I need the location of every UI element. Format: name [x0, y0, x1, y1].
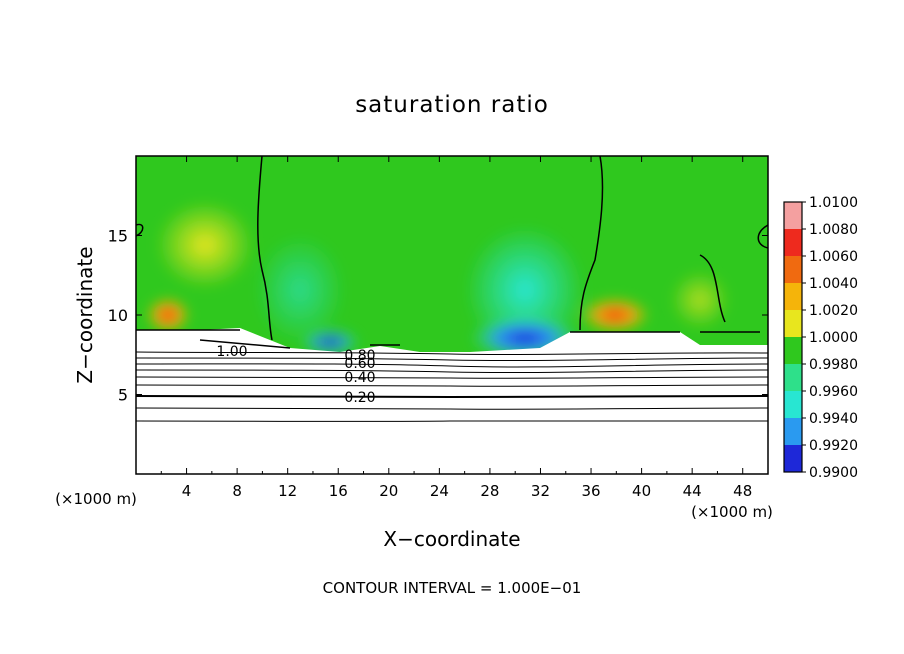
field-orange-patch [146, 297, 190, 333]
colorbar-label: 1.0080 [809, 222, 858, 238]
x-unit-label-right: (×1000 m) [691, 503, 773, 521]
colorbar-swatch [784, 418, 802, 445]
x-tick-label: 16 [329, 482, 348, 500]
colorbar-label: 0.9900 [809, 465, 858, 481]
colorbar-label: 0.9980 [809, 357, 858, 373]
field-lower-region [136, 328, 768, 474]
contour-line [136, 395, 768, 399]
colorbar-label: 0.9920 [809, 438, 858, 454]
contour-line [136, 363, 768, 368]
x-tick-label: 24 [430, 482, 449, 500]
plot-area [136, 156, 768, 474]
colorbar: 1.0100 1.0080 1.0060 1.0040 1.0020 1.0000 0.99… [783, 195, 858, 481]
colorbar-swatch [784, 229, 802, 256]
colorbar-label: 1.0060 [809, 249, 858, 265]
chart-title: saturation ratio [355, 92, 549, 118]
x-tick-label: 36 [581, 482, 600, 500]
field-cyan-patch [255, 235, 345, 345]
x-tick-label: 20 [379, 482, 398, 500]
y-tick-label: 10 [108, 306, 128, 325]
contour-label: 0.40 [344, 370, 375, 386]
colorbar-label: 1.0000 [809, 330, 858, 346]
contour-line [136, 420, 768, 422]
x-unit-label-left: (×1000 m) [55, 490, 137, 508]
colorbar-swatch [784, 283, 802, 310]
x-tick-label: 12 [278, 482, 297, 500]
colorbar-swatch [784, 445, 802, 472]
contour-line [136, 329, 760, 349]
contour-line [579, 156, 604, 331]
contour-line [136, 384, 768, 387]
contour-label: 1.00 [216, 344, 247, 360]
field-yellow-patch [670, 270, 730, 330]
x-tick-label: 40 [632, 482, 651, 500]
y-tick-label: 5 [118, 386, 128, 405]
colorbar-label: 0.9960 [809, 384, 858, 400]
colorbar-swatch [784, 310, 802, 337]
contour-label: 0.20 [344, 390, 375, 406]
x-tick-label: 48 [733, 482, 752, 500]
colorbar-label: 1.0040 [809, 276, 858, 292]
contour-line [699, 254, 726, 323]
contour-interval-note: CONTOUR INTERVAL = 1.000E−01 [323, 579, 582, 597]
colorbar-label: 1.0100 [809, 195, 858, 211]
y-axis: 5 10 15 [108, 227, 768, 405]
colorbar-swatch [784, 337, 802, 364]
y-axis-label: Z−coordinate [73, 246, 97, 383]
field-blue-patch [300, 328, 360, 356]
contour-label: 0.80 [344, 348, 375, 364]
x-tick-label: 32 [531, 482, 550, 500]
contour-line [136, 351, 768, 356]
x-tick-label: 4 [182, 482, 192, 500]
contour-line [136, 376, 768, 379]
contour-line [757, 224, 768, 249]
x-axis: 4 8 12 16 20 24 28 32 36 40 44 48 [160, 156, 752, 500]
x-axis-label: X−coordinate [383, 527, 520, 551]
colorbar-swatch [784, 202, 802, 229]
contour-label-layer: 1.00 0.800.600.40 0.20 [216, 344, 375, 406]
x-tick-label: 28 [480, 482, 499, 500]
contour-line [136, 407, 768, 410]
y-tick-label: 15 [108, 227, 128, 246]
x-tick-label: 44 [683, 482, 702, 500]
colorbar-swatch [784, 256, 802, 283]
colorbar-swatch [784, 391, 802, 418]
contour-line [136, 369, 768, 374]
x-tick-label: 8 [232, 482, 242, 500]
field-orange-patch [580, 297, 650, 333]
colorbar-label: 0.9940 [809, 411, 858, 427]
colorbar-label: 1.0020 [809, 303, 858, 319]
contour-label: 0.60 [344, 356, 375, 372]
field-yellow-patch [155, 200, 255, 290]
contour-line [136, 357, 768, 362]
contour-line [136, 223, 144, 237]
contour-line [257, 156, 273, 341]
colorbar-swatch [784, 364, 802, 391]
